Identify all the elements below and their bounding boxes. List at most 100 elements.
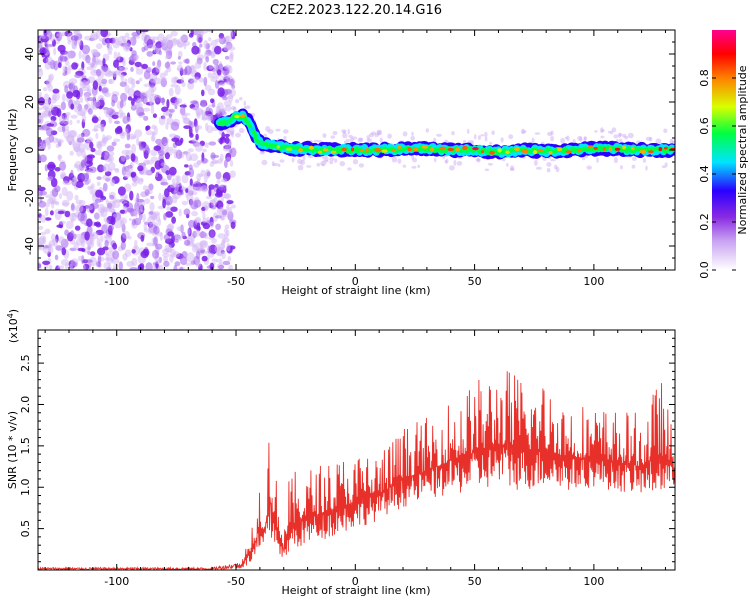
spectrogram-noise-mark — [120, 240, 126, 251]
spectrogram-noise-mark — [168, 113, 173, 119]
spectrogram-scatter-mark — [291, 157, 295, 163]
spectrogram-noise-mark — [84, 231, 90, 241]
signal-hotspot — [556, 147, 563, 152]
spectrogram-noise-mark — [205, 56, 210, 63]
spectrogram-noise-mark — [46, 56, 53, 65]
spectrogram-noise-mark — [150, 135, 155, 142]
spectrogram-noise-mark — [171, 216, 177, 224]
spectrogram-noise-mark — [66, 33, 75, 42]
spectrogram-noise-mark — [148, 183, 154, 191]
spectrogram-noise-mark — [131, 249, 136, 254]
spectrogram-scatter-mark — [297, 158, 303, 165]
spectrogram-noise-mark — [108, 246, 114, 252]
spectrogram-noise-mark — [38, 42, 44, 49]
spectrogram-noise-mark — [94, 211, 101, 221]
spectrogram-scatter-mark — [391, 156, 398, 163]
spectrogram-noise-mark — [116, 199, 121, 203]
spectrogram-noise-mark — [180, 77, 184, 84]
spectrogram-noise-mark — [215, 110, 221, 115]
spectrogram-noise-mark — [145, 125, 151, 130]
spectrogram-scatter-mark — [594, 130, 598, 133]
signal-hotspot — [548, 151, 553, 155]
spectrogram-x-tick-label: 100 — [583, 275, 604, 288]
spectrogram-noise-mark — [129, 190, 134, 201]
spectrogram-noise-mark — [143, 83, 151, 88]
spectrogram-noise-mark — [75, 199, 83, 205]
signal-hotspot — [374, 148, 382, 153]
spectrogram-noise-mark — [206, 113, 214, 122]
spectrogram-noise-mark — [205, 195, 212, 200]
spectrogram-noise-mark — [124, 183, 132, 192]
spectrogram-noise-mark — [38, 118, 42, 124]
spectrogram-noise-mark — [96, 43, 103, 50]
spectrogram-noise-mark — [181, 231, 186, 239]
spectrogram-scatter-mark — [297, 164, 304, 171]
spectrogram-noise-mark — [201, 116, 208, 121]
spectrogram-scatter-mark — [609, 130, 614, 135]
spectrogram-noise-mark — [162, 111, 170, 116]
signal-hotspot — [497, 148, 502, 153]
spectrogram-noise-mark — [131, 182, 138, 187]
spectrogram-noise-mark — [47, 243, 52, 253]
signal-hotspot — [455, 147, 461, 152]
spectrogram-noise-mark — [103, 153, 112, 163]
snr-x-tick-label: -100 — [104, 575, 129, 588]
spectrogram-noise-mark — [170, 206, 178, 212]
spectrogram-noise-mark — [109, 206, 115, 214]
spectrogram-noise-mark — [150, 149, 158, 157]
signal-hotspot — [639, 149, 647, 154]
spectrogram-scatter-mark — [351, 136, 358, 140]
spectrogram-noise-mark — [51, 187, 59, 198]
spectrogram-noise-mark — [90, 147, 96, 153]
spectrogram-noise-mark — [176, 38, 185, 48]
spectrogram-noise-mark — [38, 140, 44, 149]
spectrogram-scatter-mark — [341, 129, 347, 134]
spectrogram-noise-mark — [49, 210, 54, 216]
spectrogram-scatter-mark — [546, 162, 552, 167]
spectrogram-y-tick-label: 0 — [23, 147, 36, 154]
spectrogram-noise-mark — [38, 200, 47, 208]
spectrogram-noise-mark — [145, 262, 153, 270]
spectrogram-noise-mark — [149, 202, 155, 212]
spectrogram-noise-mark — [160, 77, 167, 81]
spectrogram-noise-mark — [86, 218, 93, 227]
spectrogram-noise-mark — [146, 50, 154, 57]
spectrogram-noise-mark — [69, 119, 73, 126]
spectrogram-noise-mark — [154, 160, 162, 170]
spectrogram-noise-mark — [187, 81, 195, 90]
spectrogram-noise-mark — [168, 87, 174, 97]
spectrogram-noise-mark — [112, 250, 120, 260]
spectrogram-noise-mark — [199, 231, 207, 239]
spectrogram-noise-mark — [155, 243, 163, 250]
snr-y-tick-label: 0.5 — [19, 520, 32, 538]
spectrogram-scatter-mark — [618, 138, 623, 143]
spectrogram-noise-mark — [103, 182, 108, 192]
spectrogram-noise-mark — [118, 65, 122, 75]
spectrogram-noise-mark — [223, 44, 230, 51]
spectrogram-noise-mark — [135, 80, 140, 85]
spectrogram-scatter-mark — [547, 131, 553, 137]
spectrogram-scatter-mark — [480, 134, 485, 137]
spectrogram-scatter-mark — [476, 157, 481, 163]
spectrogram-scatter-mark — [245, 105, 251, 109]
spectrogram-noise-mark — [137, 177, 144, 185]
spectrogram-noise-mark — [121, 154, 126, 162]
spectrogram-noise-mark — [178, 61, 183, 65]
spectrogram-noise-mark — [130, 67, 134, 72]
spectrogram-noise-mark — [218, 264, 225, 270]
spectrogram-noise-mark — [184, 262, 193, 266]
spectrogram-noise-mark — [138, 112, 145, 116]
signal-hotspot — [521, 149, 529, 154]
spectrogram-scatter-mark — [412, 157, 418, 163]
signal-hotspot — [291, 145, 299, 149]
spectrogram-noise-mark — [58, 139, 64, 144]
spectrogram-noise-mark — [123, 116, 132, 123]
spectrogram-noise-mark — [48, 196, 57, 204]
spectrogram-scatter-mark — [316, 162, 321, 167]
spectrogram-noise-mark — [43, 93, 50, 101]
spectrogram-noise-mark — [210, 188, 216, 197]
signal-hotspot — [270, 145, 275, 149]
spectrogram-scatter-mark — [275, 128, 281, 132]
spectrogram-noise-mark — [190, 100, 199, 105]
spectrogram-noise-mark — [140, 250, 149, 259]
